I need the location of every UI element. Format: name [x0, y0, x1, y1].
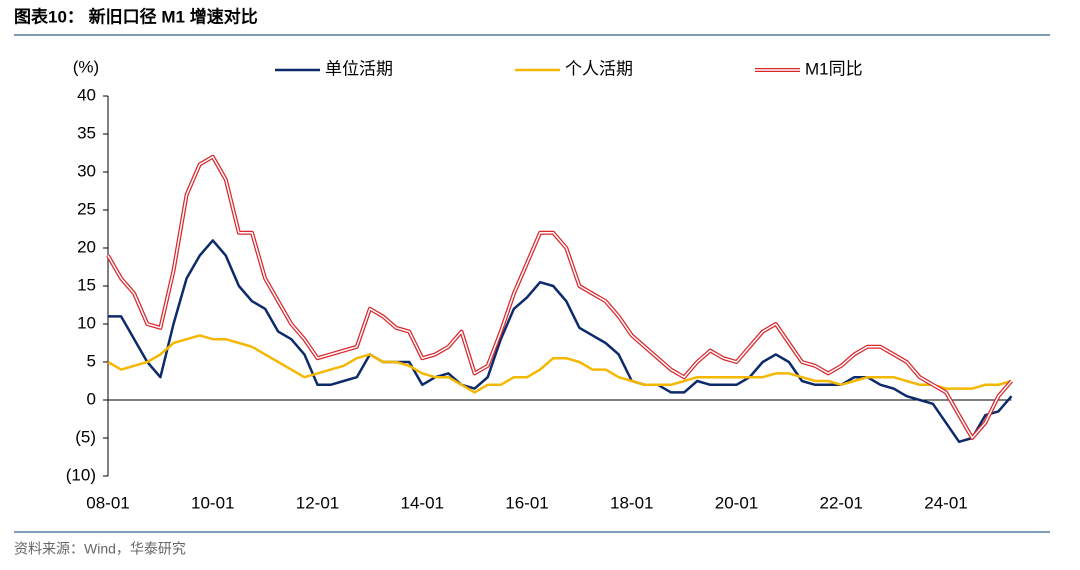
x-tick-label: 20-01 [715, 493, 758, 512]
x-tick-label: 08-01 [86, 493, 129, 512]
y-tick-label: 25 [77, 199, 96, 218]
source: 资料来源：Wind，华泰研究 [14, 541, 186, 557]
series-line [106, 154, 1014, 440]
x-tick-label: 22-01 [820, 493, 863, 512]
y-tick-label: 15 [77, 275, 96, 294]
y-tick-label: (10) [66, 465, 96, 484]
legend-label: 单位活期 [325, 59, 393, 78]
legend-label: M1同比 [805, 59, 863, 78]
y-tick-label: 5 [87, 351, 96, 370]
legend-label: 个人活期 [565, 59, 633, 78]
x-tick-label: 16-01 [505, 493, 548, 512]
x-tick-label: 12-01 [296, 493, 339, 512]
y-tick-label: 40 [77, 85, 96, 104]
y-tick-label: 10 [77, 313, 96, 332]
y-tick-label: 30 [77, 161, 96, 180]
series-line [108, 239, 1013, 444]
x-tick-label: 24-01 [924, 493, 967, 512]
series-line-inner [107, 156, 1013, 439]
y-tick-label: 20 [77, 237, 96, 256]
x-tick-label: 10-01 [191, 493, 234, 512]
y-tick-label: 35 [77, 123, 96, 142]
y-axis-label: (%) [73, 57, 99, 76]
y-tick-label: (5) [75, 427, 96, 446]
x-tick-label: 14-01 [401, 493, 444, 512]
chart-title: 图表10： 新旧口径 M1 增速对比 [14, 6, 258, 26]
y-tick-label: 0 [87, 389, 96, 408]
x-tick-label: 18-01 [610, 493, 653, 512]
series-line [107, 334, 1012, 394]
